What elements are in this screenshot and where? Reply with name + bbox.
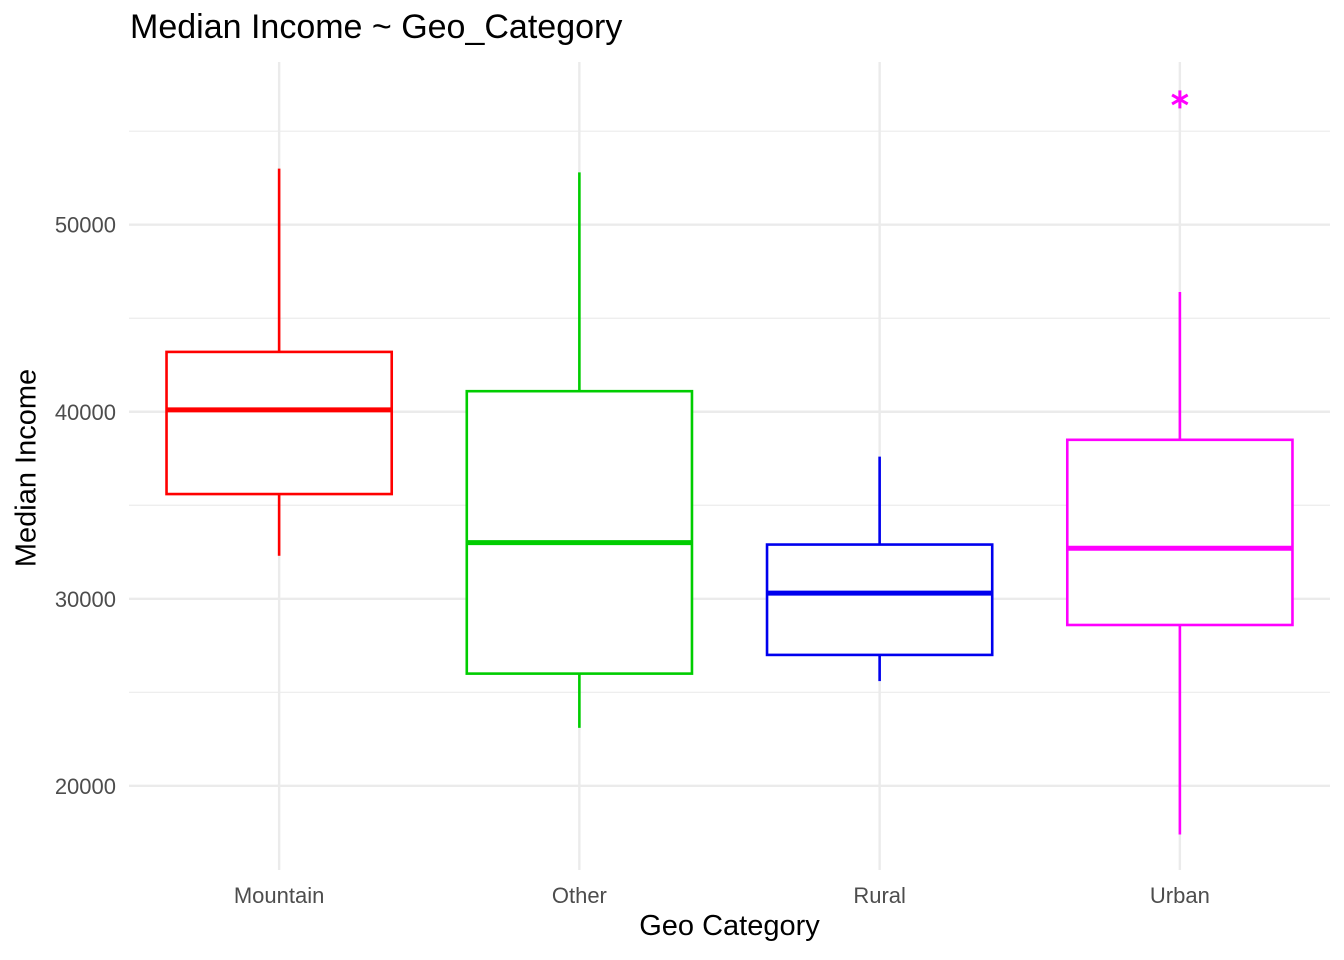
y-tick-label: 30000 — [55, 587, 116, 612]
box-urban — [1065, 90, 1294, 835]
x-tick-label: Mountain — [234, 883, 325, 908]
box-iqr — [465, 389, 694, 675]
x-axis-label: Geo Category — [639, 910, 820, 942]
outlier-point — [1171, 90, 1189, 109]
y-axis-ticks: 20000 30000 40000 50000 — [55, 213, 116, 799]
chart-title: Median Income ~ Geo_Category — [130, 8, 623, 46]
y-tick-label: 40000 — [55, 400, 116, 425]
x-tick-label: Rural — [853, 883, 906, 908]
box-iqr — [1065, 438, 1294, 627]
box-iqr — [165, 350, 394, 496]
box-other — [465, 172, 694, 728]
y-tick-label: 50000 — [55, 213, 116, 238]
box-rural — [765, 456, 994, 682]
boxes — [165, 90, 1294, 835]
x-tick-label: Urban — [1150, 883, 1210, 908]
x-tick-label: Other — [552, 883, 607, 908]
box-mountain — [165, 168, 394, 556]
box-iqr — [765, 543, 994, 657]
x-axis-ticks: Mountain Other Rural Urban — [234, 883, 1210, 908]
y-tick-label: 20000 — [55, 774, 116, 799]
